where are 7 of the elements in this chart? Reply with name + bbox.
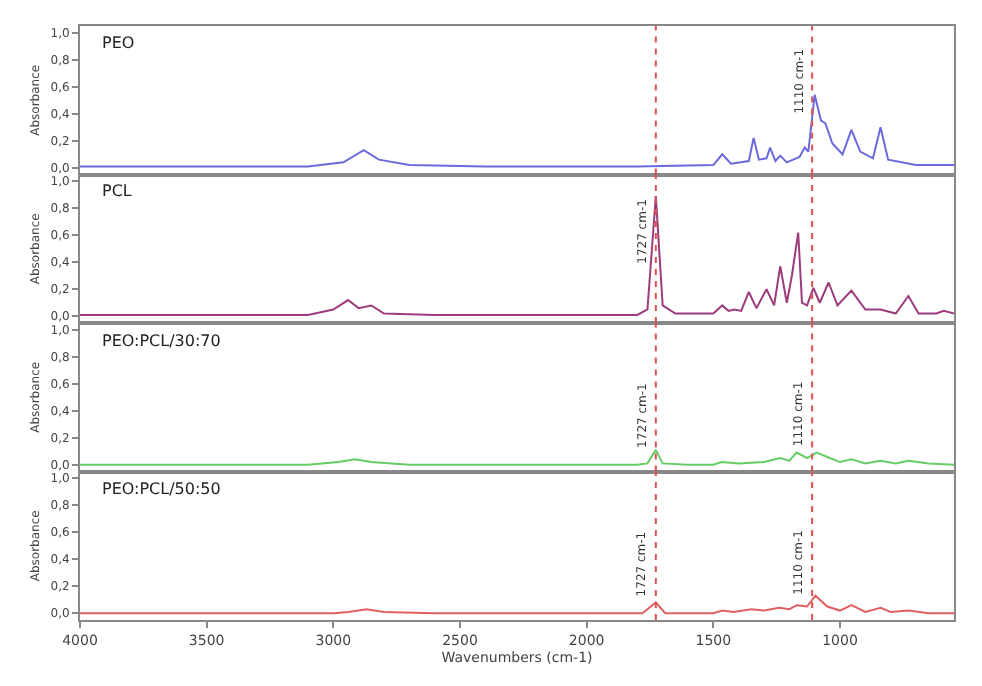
text: PCL <box>102 182 133 200</box>
text: PEO <box>102 34 135 52</box>
text: PEO:PCL/50:50 <box>102 480 221 498</box>
line-series <box>80 594 954 615</box>
line-series <box>80 195 954 316</box>
line-series <box>80 448 954 466</box>
text: PEO:PCL/30:70 <box>102 332 221 350</box>
